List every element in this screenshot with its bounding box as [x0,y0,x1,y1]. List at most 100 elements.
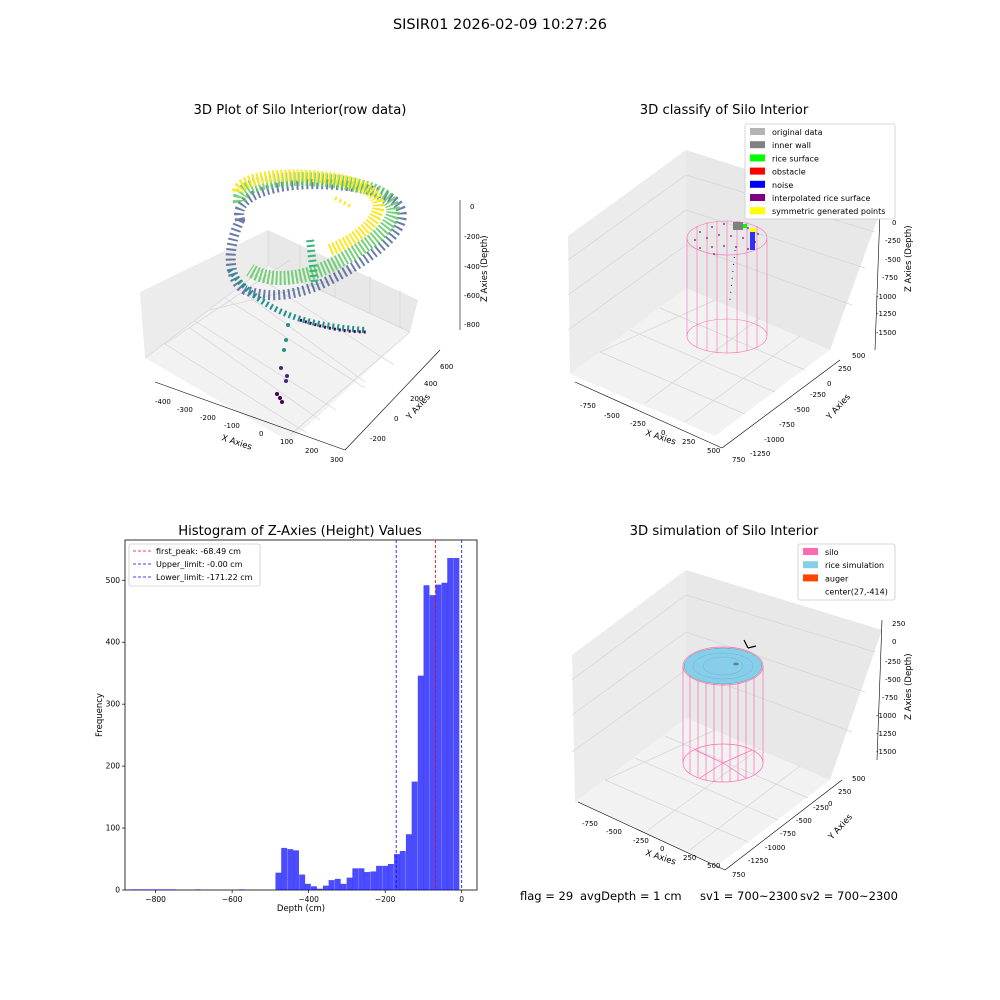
histogram-bar [316,888,323,890]
classify-legend-item: rice surface [750,154,819,163]
classify-ytick: -250 [810,391,826,399]
histogram-chart: −800 −600 −400 −200 0 0 100 200 300 400 500 Depth… [95,539,478,914]
histogram-legend-item: Lower_limit: -171.22 cm [133,573,253,582]
sim-ytick: -500 [796,817,812,825]
classify-legend: original data inner wall rice surface obsta… [744,123,896,220]
raw-xlabel: X Axies [220,433,253,452]
sim-ylabel: Y Axies [826,812,855,843]
histogram-bar [135,889,142,890]
histogram-bar [429,595,436,890]
histogram-bar [394,854,400,890]
histogram-legend-item: first_peak: -68.49 cm [133,547,241,556]
raw-axes-panes [140,200,461,451]
histogram-xtick: −400 [298,890,319,904]
histogram-bar [352,868,359,890]
classify-xtick: 500 [707,447,720,455]
svg-text:−400: −400 [298,895,319,904]
histogram-ytick: 200 [106,762,125,771]
histogram-bar [141,889,148,890]
sim-xtick: -250 [633,837,649,845]
histogram-yticks: 0 100 200 300 400 500 [106,576,125,895]
sim-ytick: -750 [780,830,796,838]
histogram-bar [311,886,317,890]
svg-text:interpolated rice surface: interpolated rice surface [772,194,870,203]
svg-text:noise: noise [772,181,793,190]
histogram-bar [328,880,335,890]
classify-ztick: -1250 [876,310,896,318]
classify-xtick: 0 [661,429,665,437]
histogram-bar [152,889,159,890]
figure-title: SISIR01 2026-02-09 10:27:26 [392,17,608,33]
simulation-legend-item: silo [803,548,839,557]
sim-ztick: -750 [882,694,898,702]
classify-ztick: -750 [882,274,898,282]
histogram-bar [275,872,282,890]
histogram-ytick: 300 [106,700,125,709]
classify-legend-item: original data [750,128,823,137]
svg-text:Upper_limit: -0.00 cm: Upper_limit: -0.00 cm [156,560,243,569]
histogram-xtick: −800 [145,890,166,904]
raw-xtick: 0 [259,430,263,438]
raw-xtick: 200 [305,447,318,455]
histogram-bar [281,847,288,890]
classify-legend-item: interpolated rice surface [750,194,870,203]
simulation-legend-item: center(27,-414) [825,588,888,597]
histogram-bar [387,863,394,890]
svg-text:200: 200 [106,762,121,771]
classify-3d-plot: -750 -500 -250 0 250 500 750 -1250 -1000… [567,123,914,464]
svg-text:silo: silo [825,548,839,557]
classify-ytick: -500 [794,406,810,414]
classify-ztick: -1000 [876,293,896,301]
classify-legend-item: symmetric generated points [750,207,885,216]
sim-xtick: -750 [582,820,598,828]
histogram-bar [346,877,353,890]
sim-ztick: 0 [892,638,896,646]
svg-text:−200: −200 [375,895,396,904]
histogram-bar [417,675,424,890]
classify-ytick: -1250 [750,450,770,458]
histogram-bar [447,557,454,890]
svg-text:center(27,-414): center(27,-414) [825,588,888,597]
histogram-title: Histogram of Z-Axies (Height) Values [178,524,422,539]
avg-depth-text: avgDepth = 1 cm [580,889,682,903]
histogram-bars [129,557,460,890]
svg-text:100: 100 [106,824,121,833]
svg-text:original data: original data [772,128,823,137]
histogram-bar [238,889,245,890]
histogram-bar [322,885,329,890]
raw-xtick: 300 [330,456,343,464]
raw-xtick: -300 [177,406,193,414]
raw-ztick: 0 [470,203,474,211]
classify-legend-item: obstacle [750,167,806,177]
svg-text:first_peak: -68.49 cm: first_peak: -68.49 cm [156,547,241,556]
sim-ytick: -1250 [748,857,768,865]
raw-ytick: 400 [424,380,437,388]
histogram-legend: first_peak: -68.49 cm Upper_limit: -0.00 … [128,543,261,587]
simulation-center-marker [743,639,757,649]
histogram-legend-item: Upper_limit: -0.00 cm [133,560,243,569]
sim-ztick: -1000 [876,712,896,720]
classify-legend-item: noise [750,180,793,190]
histogram-ytick: 100 [106,824,125,833]
histogram-bar [299,874,306,890]
histogram-bar [287,849,294,890]
raw-3d-plot: -400 -300 -200 -100 0 100 200 300 -200 0… [140,169,490,464]
raw-ytick: 600 [440,363,453,371]
classify-plot-title: 3D classify of Silo Interior [639,103,809,118]
simulation-3d-plot: -750 -500 -250 0 250 500 750 -1250 -1000… [571,543,914,879]
histogram-bar [129,889,136,890]
histogram-bar [304,883,311,890]
histogram-bar [399,850,406,890]
histogram-ytick: 500 [106,576,125,585]
sim-xtick: 500 [707,862,720,870]
simulation-rice-surface [683,647,763,685]
sv2-text: sv2 = 700~2300 [800,889,898,903]
histogram-xtick: −200 [375,890,396,904]
histogram-xticks: −800 −600 −400 −200 0 [145,890,464,904]
histogram-bar [382,865,389,890]
classify-ytick: -1000 [764,436,784,444]
sim-xtick: 0 [660,845,664,853]
svg-text:−800: −800 [145,895,166,904]
histogram-xlabel: Depth (cm) [277,904,325,914]
histogram-bar [340,883,347,890]
